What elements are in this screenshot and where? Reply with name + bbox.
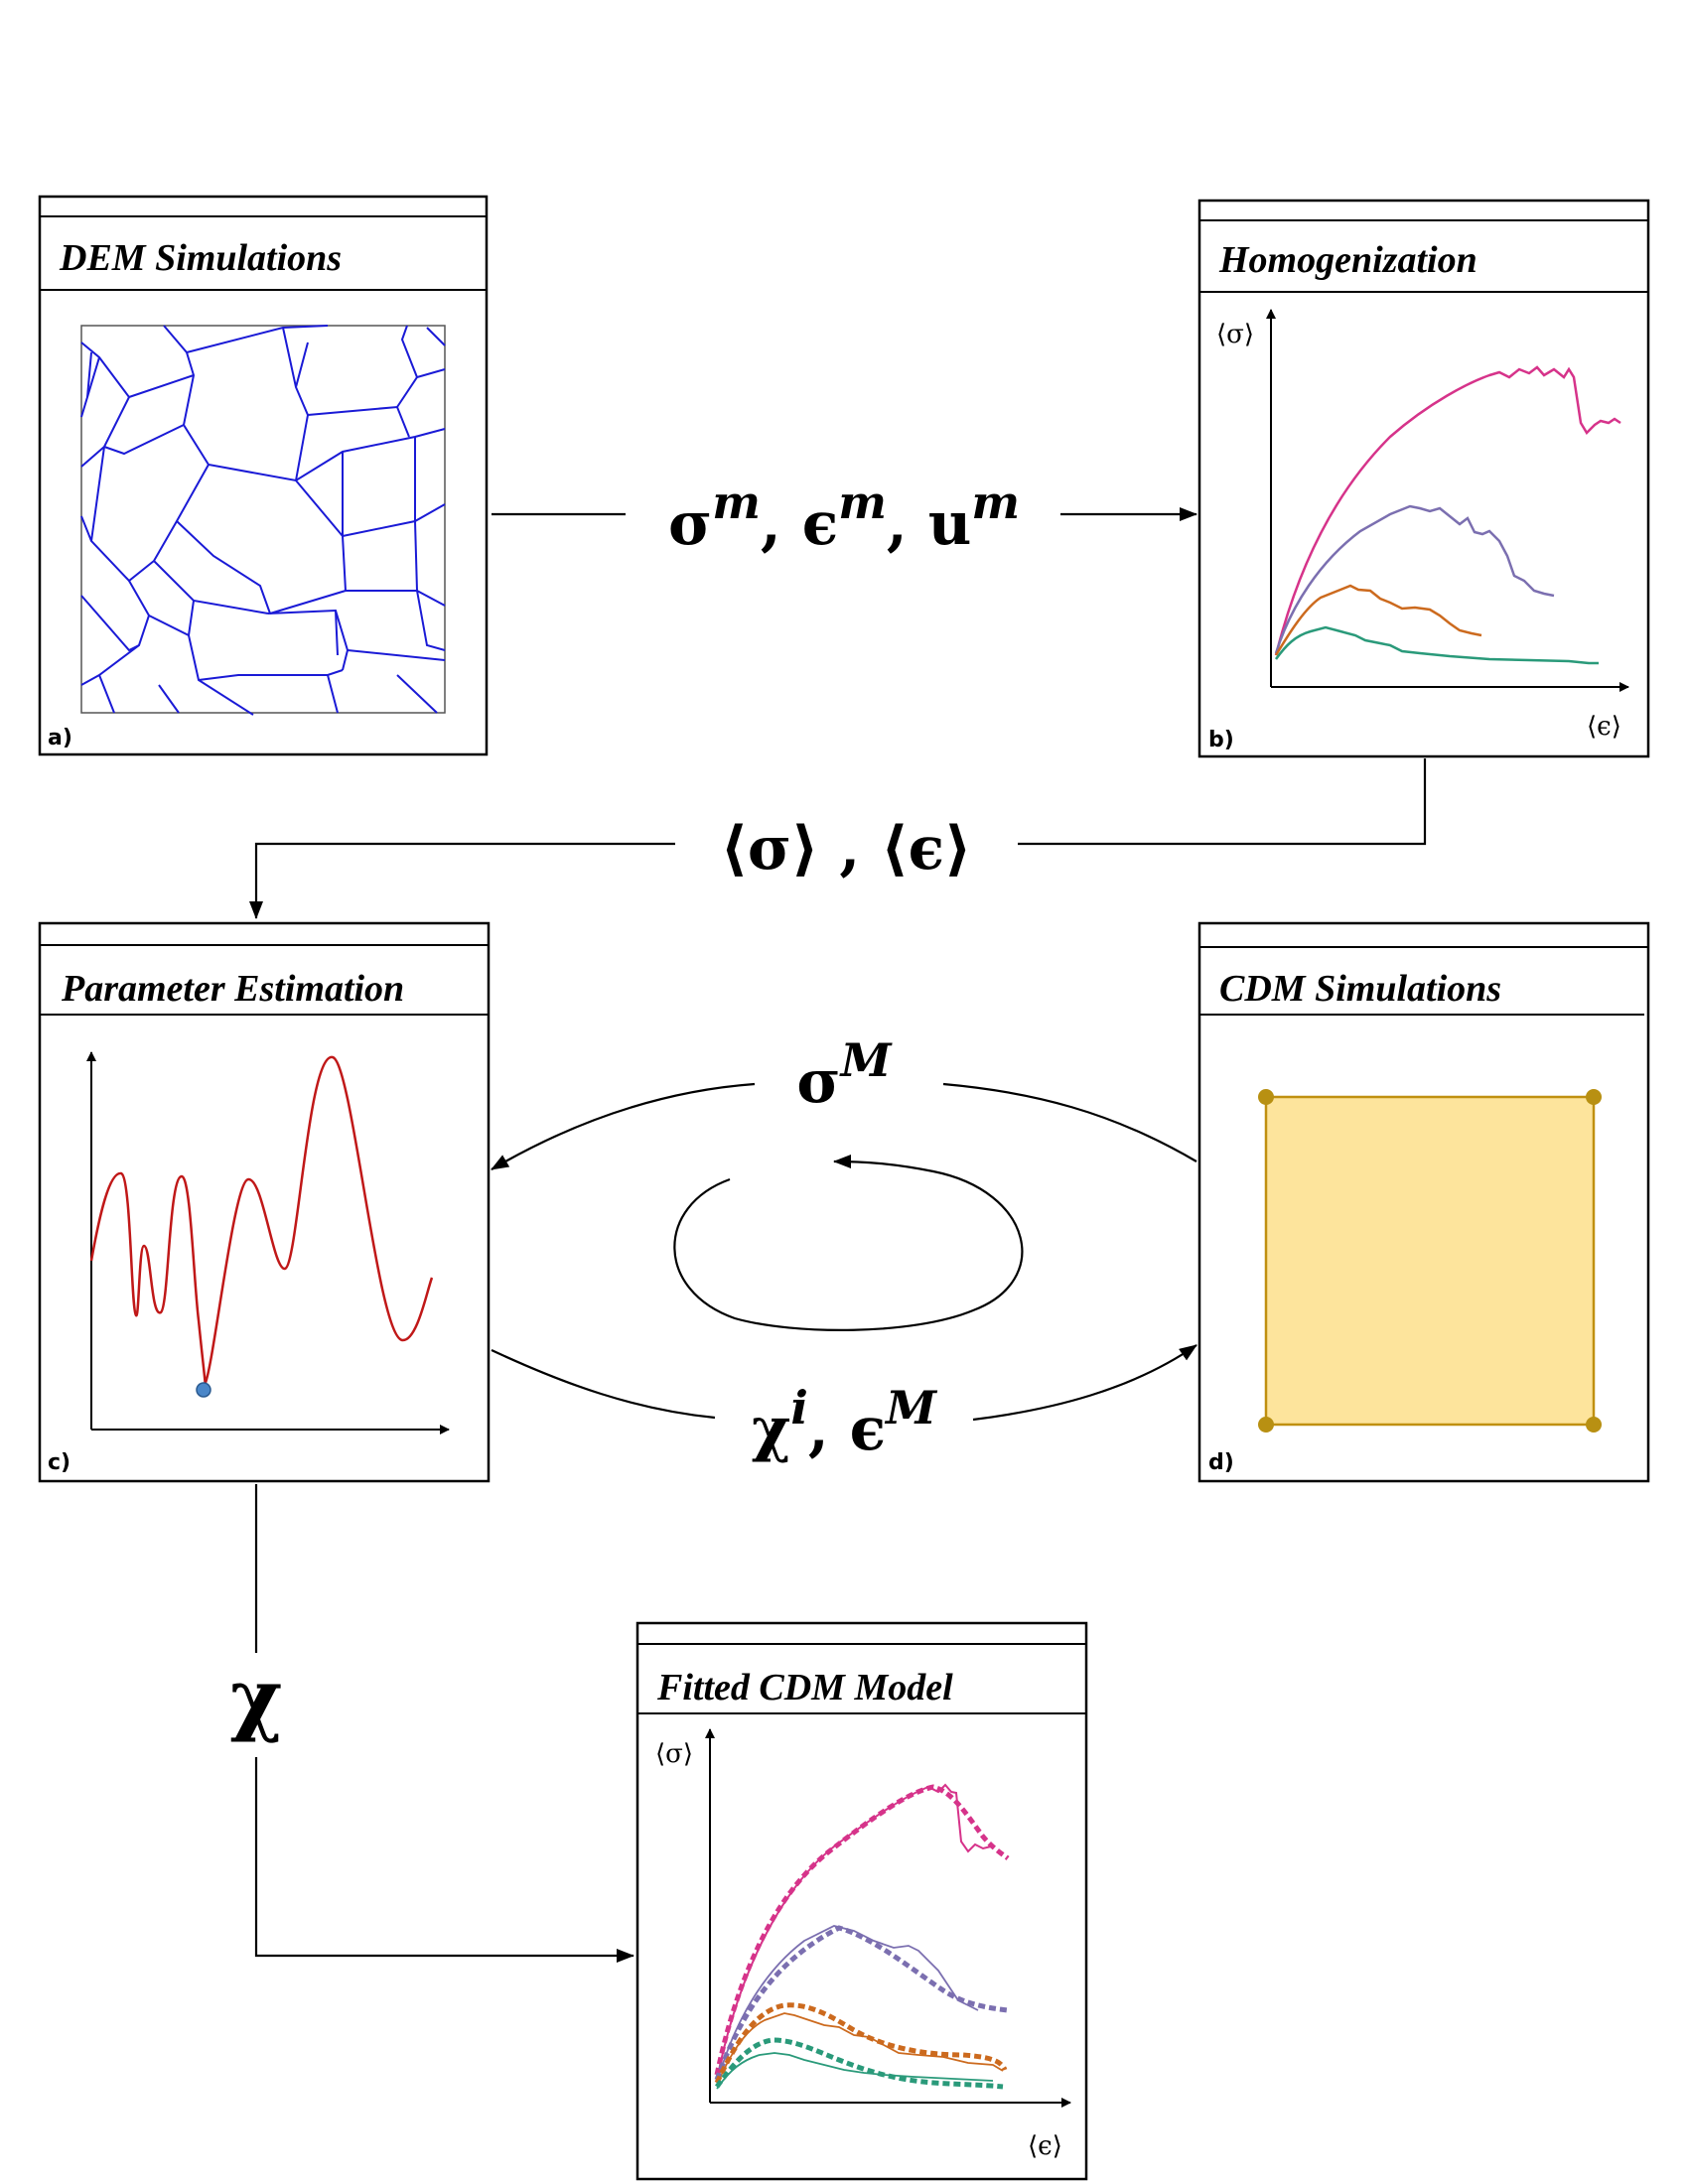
panel-title-homogenization: Homogenization (1218, 239, 1477, 281)
y-axis-label: ⟨σ⟩ (1216, 320, 1254, 349)
label-homog-to-param: ⟨σ⟩ , ⟨ϵ⟩ (720, 814, 971, 884)
x-axis-label: ⟨ϵ⟩ (1028, 2131, 1062, 2161)
y-axis-label: ⟨σ⟩ (655, 1739, 693, 1769)
cdm-element (1264, 1095, 1596, 1427)
node-marker (1586, 1089, 1602, 1105)
arrow-dem-to-homogenization: σm, ϵm, um (492, 476, 1197, 559)
model-curve-green (714, 2037, 1004, 2090)
model-curve-purple (714, 1925, 1009, 2081)
panel-letter-b: b) (1208, 728, 1234, 752)
x-axis-label: ⟨ϵ⟩ (1587, 712, 1621, 742)
objective-curve (89, 1055, 434, 1387)
curve-pink (1274, 365, 1621, 656)
panel-letter-a: a) (48, 726, 72, 751)
label-dem-to-homog: σm, ϵm, um (668, 476, 1020, 559)
iteration-loop-icon (673, 1155, 1024, 1331)
curve-green (1274, 625, 1599, 665)
arrow-homogenization-to-parameter: ⟨σ⟩ , ⟨ϵ⟩ (249, 758, 1427, 919)
node-marker (1586, 1417, 1602, 1433)
minimum-marker (196, 1382, 211, 1398)
label-param-to-fitted: χ (230, 1651, 283, 1744)
arrow-parameter-to-fitted: χ (230, 1484, 634, 1963)
label-cdm-to-param: σM (796, 1033, 893, 1117)
panel-homogenization: Homogenization ⟨σ⟩ ⟨ϵ⟩ b) (1197, 199, 1650, 758)
node-marker (1258, 1417, 1274, 1433)
panel-fitted-cdm-model: Fitted CDM Model ⟨σ⟩ ⟨ϵ⟩ (635, 1621, 1088, 2181)
panel-parameter-estimation: Parameter Estimation c) (38, 921, 491, 1483)
node-marker (1258, 1089, 1274, 1105)
curve-purple (1274, 504, 1555, 654)
panel-dem-simulations: DEM Simulations (38, 195, 489, 756)
panel-letter-c: c) (48, 1450, 70, 1475)
panel-cdm-simulations: CDM Simulations d) (1197, 921, 1650, 1483)
panel-title-parameter-estimation: Parameter Estimation (61, 968, 404, 1010)
curve-orange (1274, 584, 1482, 656)
measured-curve-orange (716, 2012, 1004, 2086)
arrow-parameter-to-cdm: χi, ϵM (491, 1344, 1197, 1464)
model-curve-orange (714, 2002, 1008, 2085)
grain-network (80, 325, 446, 716)
label-param-to-cdm: χi, ϵM (752, 1381, 938, 1464)
grain-box (80, 325, 446, 714)
model-curve-pink (714, 1784, 1010, 2076)
panel-title-cdm-simulations: CDM Simulations (1219, 968, 1501, 1010)
panel-letter-d: d) (1208, 1450, 1234, 1475)
panel-title-dem: DEM Simulations (59, 237, 342, 279)
panel-title-fitted-cdm: Fitted CDM Model (656, 1667, 953, 1708)
arrow-cdm-to-parameter: σM (491, 1033, 1197, 1170)
